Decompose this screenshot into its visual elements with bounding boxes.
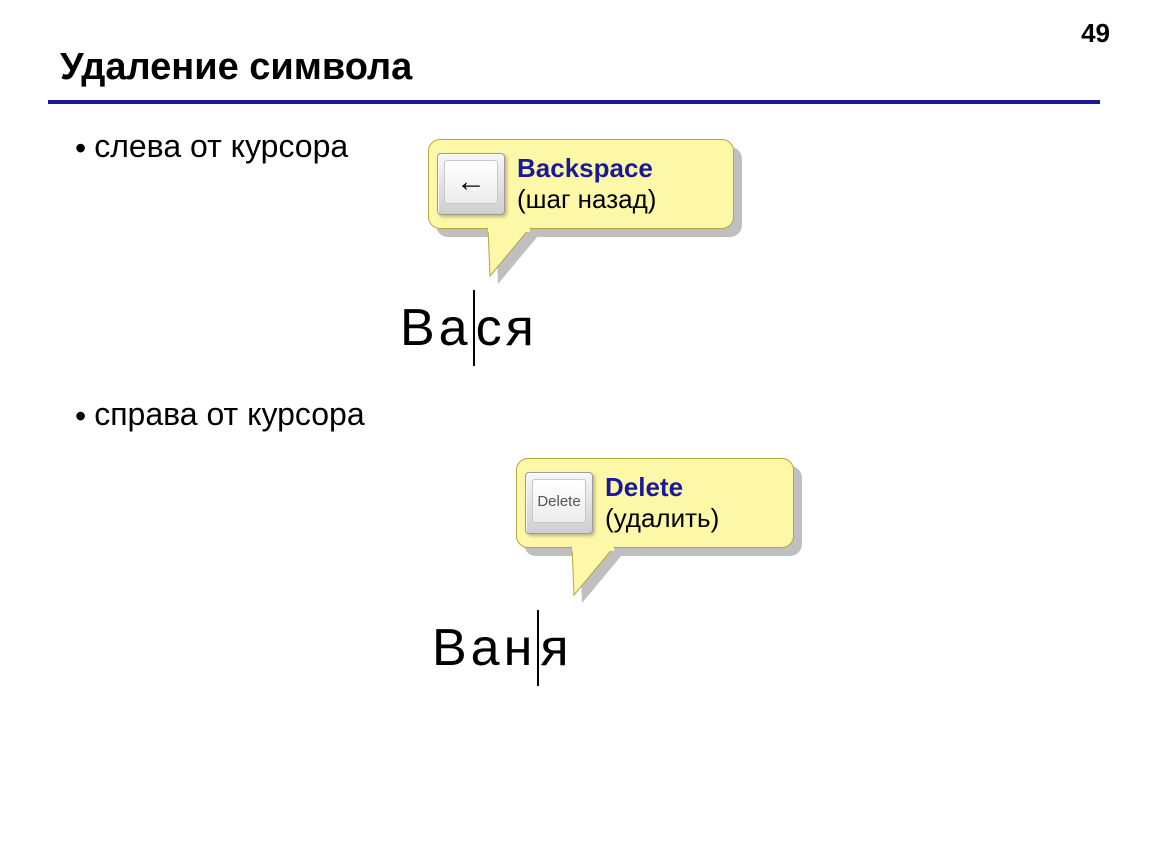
- bullet-1-text: слева от курсора: [94, 128, 348, 165]
- example-word-1: Ва ся: [400, 290, 538, 366]
- arrow-left-icon: ←: [456, 165, 486, 199]
- bullet-2-text: справа от курсора: [94, 396, 364, 433]
- backspace-callout-text: Backspace (шаг назад): [517, 153, 656, 215]
- example2-after: я: [540, 618, 572, 678]
- delete-title: Delete: [605, 472, 719, 503]
- title-underline: [48, 100, 1100, 104]
- backspace-callout: ← Backspace (шаг назад): [428, 139, 734, 229]
- text-cursor-2: [537, 610, 539, 686]
- delete-key: Delete: [525, 472, 593, 534]
- bullet-dot-icon: •: [75, 400, 86, 432]
- delete-callout: Delete Delete (удалить): [516, 458, 794, 548]
- backspace-tail: [478, 224, 538, 284]
- delete-sub: (удалить): [605, 503, 719, 534]
- delete-key-label: Delete: [537, 493, 580, 510]
- bullet-item-2: • справа от курсора: [75, 396, 365, 433]
- example1-before: Ва: [400, 298, 472, 358]
- example2-before: Ван: [432, 618, 536, 678]
- bullet-item-1: • слева от курсора: [75, 128, 348, 165]
- example1-after: ся: [476, 298, 538, 358]
- delete-callout-text: Delete (удалить): [605, 472, 719, 534]
- backspace-sub: (шаг назад): [517, 184, 656, 215]
- backspace-title: Backspace: [517, 153, 656, 184]
- bullet-dot-icon: •: [75, 132, 86, 164]
- example-word-2: Ван я: [432, 610, 573, 686]
- page-number: 49: [1081, 18, 1110, 49]
- slide-title: Удаление символа: [60, 46, 412, 89]
- delete-tail: [562, 543, 622, 603]
- backspace-key: ←: [437, 153, 505, 215]
- text-cursor-1: [473, 290, 475, 366]
